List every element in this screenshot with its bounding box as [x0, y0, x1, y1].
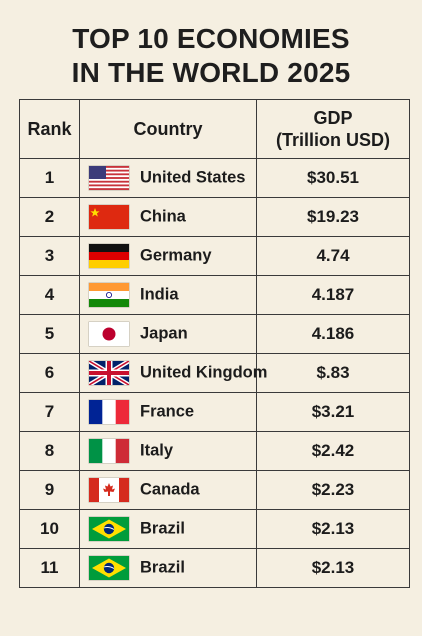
brazil-flag-icon [89, 517, 129, 541]
table-row: 6 United Kingdom $.83 [19, 353, 410, 393]
table-row: 5 Japan 4.186 [19, 314, 410, 354]
header-gdp: GDP (Trillion USD) [256, 99, 410, 159]
table-row: 7 France $3.21 [19, 392, 410, 432]
gdp-cell: $30.51 [256, 158, 410, 198]
canada-flag-icon [89, 478, 129, 502]
country-name: Canada [140, 480, 200, 499]
japan-flag-icon [89, 322, 129, 346]
country-cell: Brazil [79, 509, 257, 549]
gdp-cell: $2.13 [256, 509, 410, 549]
country-cell: United States [79, 158, 257, 198]
country-cell: Japan [79, 314, 257, 354]
country-name: Brazil [140, 519, 185, 538]
country-cell: France [79, 392, 257, 432]
table-row: 10 Brazil $2.13 [19, 509, 410, 549]
rank-cell: 6 [19, 353, 80, 393]
table-row: 2 China $19.23 [19, 197, 410, 237]
gdp-cell: $2.23 [256, 470, 410, 510]
gdp-cell: 4.187 [256, 275, 410, 315]
header-rank: Rank [19, 99, 80, 159]
rank-cell: 8 [19, 431, 80, 471]
country-name: Italy [140, 441, 174, 460]
title-line-1: TOP 10 ECONOMIES [72, 23, 350, 54]
country-cell: Italy [79, 431, 257, 471]
rank-cell: 2 [19, 197, 80, 237]
country-name: United States [140, 168, 246, 187]
country-name: India [140, 285, 179, 304]
us-flag-icon [89, 166, 129, 190]
country-name: Brazil [140, 558, 185, 577]
uk-flag-icon [89, 361, 129, 385]
page-title: TOP 10 ECONOMIES IN THE WORLD 2025 [0, 22, 422, 90]
gdp-cell: 4.74 [256, 236, 410, 276]
header-gdp-line-1: GDP [313, 108, 353, 128]
italy-flag-icon [89, 439, 129, 463]
rank-cell: 10 [19, 509, 80, 549]
china-flag-icon [89, 205, 129, 229]
table-row: 8 Italy $2.42 [19, 431, 410, 471]
gdp-cell: $3.21 [256, 392, 410, 432]
table-row: 11 Brazil $2.13 [19, 548, 410, 588]
gdp-cell: $2.13 [256, 548, 410, 588]
table-row: 1 United States $30.51 [19, 158, 410, 198]
country-cell: Canada [79, 470, 257, 510]
france-flag-icon [89, 400, 129, 424]
country-cell: Brazil [79, 548, 257, 588]
rank-cell: 3 [19, 236, 80, 276]
title-line-2: IN THE WORLD 2025 [71, 57, 351, 88]
country-name: Germany [140, 246, 212, 265]
rank-cell: 1 [19, 158, 80, 198]
rank-cell: 11 [19, 548, 80, 588]
gdp-cell: $.83 [256, 353, 410, 393]
country-cell: United Kingdom [79, 353, 267, 393]
country-name: United Kingdom [140, 363, 268, 382]
rank-cell: 5 [19, 314, 80, 354]
country-cell: India [79, 275, 257, 315]
india-flag-icon [89, 283, 129, 307]
germany-flag-icon [89, 244, 129, 268]
country-name: Japan [140, 324, 188, 343]
country-cell: China [79, 197, 257, 237]
table-row: 4 India 4.187 [19, 275, 410, 315]
table-header-row: Rank Country GDP (Trillion USD) [19, 99, 410, 159]
header-gdp-line-2: (Trillion USD) [276, 130, 390, 150]
rank-cell: 9 [19, 470, 80, 510]
gdp-cell: $19.23 [256, 197, 410, 237]
gdp-cell: 4.186 [256, 314, 410, 354]
country-name: China [140, 207, 186, 226]
gdp-cell: $2.42 [256, 431, 410, 471]
brazil-flag-icon [89, 556, 129, 580]
country-name: France [140, 402, 195, 421]
country-cell: Germany [79, 236, 257, 276]
rank-cell: 7 [19, 392, 80, 432]
economies-table: Rank Country GDP (Trillion USD) 1 United… [19, 99, 410, 588]
table-row: 3 Germany 4.74 [19, 236, 410, 276]
rank-cell: 4 [19, 275, 80, 315]
header-country: Country [79, 99, 257, 159]
table-row: 9 Canada $2.23 [19, 470, 410, 510]
